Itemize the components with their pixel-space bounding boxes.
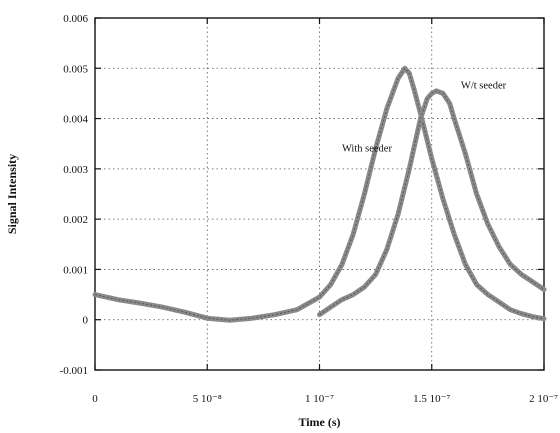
series-line-texture [94,67,545,321]
y-tick-label: 0.006 [63,13,88,25]
axes [94,17,545,371]
y-tick-label: 0.004 [63,114,88,126]
text-layer: -0.001 0 0.001 0.002 0.003 0.004 0.005 0.006 0 5 … [60,13,559,405]
series-annotation: With seeder [342,143,393,154]
y-tick-label: 0.001 [63,264,88,276]
x-tick-label: 5 10⁻⁸ [193,393,222,405]
series-line-texture [319,90,545,316]
series-layer [92,65,547,323]
y-tick-label: 0.003 [63,164,88,176]
y-tick-label: 0.002 [63,214,88,226]
y-tick-label: 0.005 [63,63,88,75]
x-tick-label: 1 10⁻⁷ [305,393,334,405]
x-tick-label: 2 10⁻⁷ [529,393,558,405]
y-axis-label: Signal Intensity [5,154,19,234]
series-annotation: W/t seeder [461,80,507,91]
y-tick-label: 0 [83,315,89,327]
x-axis-label: Time (s) [298,415,340,429]
x-tick-label: 1.5 10⁻⁷ [413,393,450,405]
x-tick-label: 0 [92,393,98,405]
y-tick-label: -0.001 [60,365,88,377]
